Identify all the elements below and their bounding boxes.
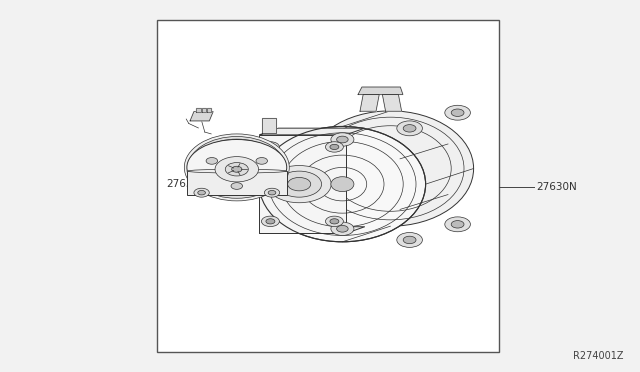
Circle shape bbox=[288, 177, 311, 191]
Circle shape bbox=[403, 125, 416, 132]
Circle shape bbox=[198, 190, 205, 195]
Polygon shape bbox=[202, 108, 206, 112]
Circle shape bbox=[277, 171, 322, 197]
Ellipse shape bbox=[259, 126, 426, 242]
Circle shape bbox=[206, 158, 218, 164]
Ellipse shape bbox=[200, 144, 274, 190]
Text: R274001Z: R274001Z bbox=[573, 351, 624, 361]
Circle shape bbox=[451, 109, 464, 116]
Ellipse shape bbox=[211, 152, 262, 183]
Circle shape bbox=[232, 166, 242, 172]
Circle shape bbox=[268, 190, 276, 195]
Text: 27633: 27633 bbox=[166, 179, 200, 189]
Polygon shape bbox=[262, 118, 276, 133]
Ellipse shape bbox=[188, 137, 285, 198]
Polygon shape bbox=[187, 171, 287, 195]
Polygon shape bbox=[360, 94, 380, 111]
Ellipse shape bbox=[187, 140, 287, 195]
Circle shape bbox=[326, 142, 344, 152]
Ellipse shape bbox=[219, 157, 255, 177]
Circle shape bbox=[337, 136, 348, 143]
Ellipse shape bbox=[196, 142, 278, 193]
Ellipse shape bbox=[192, 139, 282, 196]
Circle shape bbox=[262, 142, 280, 152]
Polygon shape bbox=[207, 108, 211, 112]
Ellipse shape bbox=[187, 169, 287, 173]
Circle shape bbox=[215, 157, 259, 182]
Circle shape bbox=[397, 232, 422, 247]
Circle shape bbox=[330, 219, 339, 224]
Circle shape bbox=[451, 221, 464, 228]
Circle shape bbox=[266, 144, 275, 150]
Circle shape bbox=[256, 158, 268, 164]
Ellipse shape bbox=[204, 147, 270, 188]
Circle shape bbox=[231, 183, 243, 189]
Circle shape bbox=[266, 219, 275, 224]
Polygon shape bbox=[259, 227, 365, 234]
Text: 27630N: 27630N bbox=[536, 182, 577, 192]
Ellipse shape bbox=[331, 177, 354, 192]
Ellipse shape bbox=[307, 111, 474, 226]
Circle shape bbox=[397, 121, 422, 136]
Circle shape bbox=[330, 144, 339, 150]
Ellipse shape bbox=[215, 155, 259, 180]
Circle shape bbox=[445, 105, 470, 120]
Polygon shape bbox=[259, 135, 346, 234]
Polygon shape bbox=[383, 94, 402, 111]
Ellipse shape bbox=[184, 134, 289, 201]
Circle shape bbox=[445, 217, 470, 232]
Polygon shape bbox=[190, 112, 213, 121]
Circle shape bbox=[268, 166, 332, 203]
Circle shape bbox=[225, 163, 248, 176]
Circle shape bbox=[264, 188, 280, 197]
Circle shape bbox=[337, 225, 348, 232]
Polygon shape bbox=[358, 87, 403, 94]
Polygon shape bbox=[157, 20, 499, 352]
Polygon shape bbox=[250, 149, 269, 158]
Circle shape bbox=[326, 216, 344, 227]
Circle shape bbox=[194, 188, 209, 197]
Circle shape bbox=[331, 133, 354, 146]
Circle shape bbox=[262, 216, 280, 227]
Polygon shape bbox=[196, 108, 201, 112]
Circle shape bbox=[403, 236, 416, 244]
Circle shape bbox=[331, 222, 354, 235]
Ellipse shape bbox=[207, 150, 266, 185]
Polygon shape bbox=[259, 128, 365, 135]
